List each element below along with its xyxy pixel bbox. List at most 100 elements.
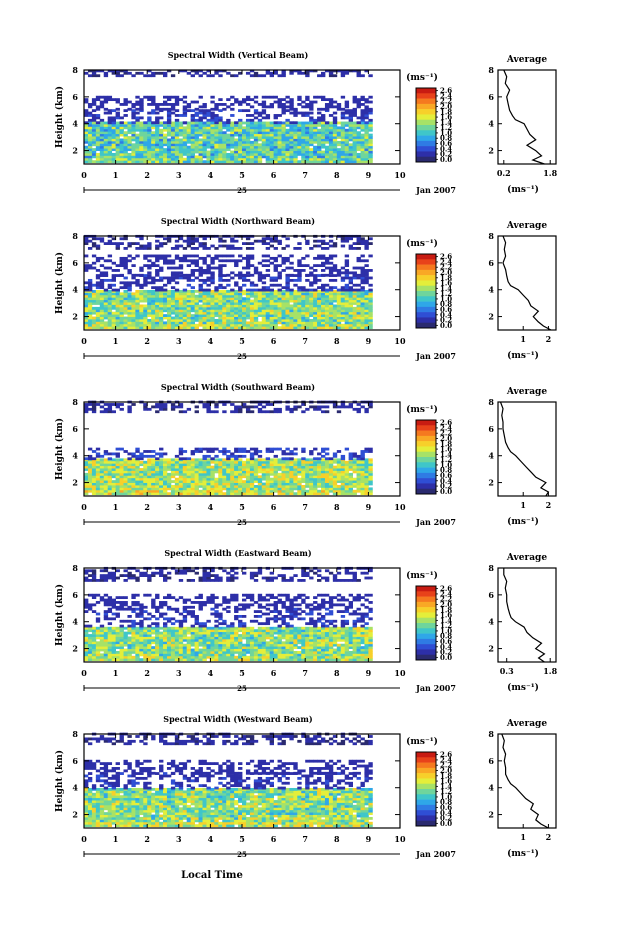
heatmap-cell bbox=[190, 140, 195, 144]
heatmap-cell bbox=[190, 309, 195, 313]
heatmap-cell bbox=[340, 131, 346, 135]
heatmap-cell bbox=[84, 482, 89, 486]
heatmap-cell bbox=[285, 105, 290, 109]
heatmap-cell bbox=[222, 138, 227, 142]
heatmap-cell bbox=[103, 492, 109, 496]
heatmap-cell bbox=[293, 121, 298, 125]
heatmap-cell bbox=[364, 306, 369, 310]
heatmap-cell bbox=[186, 487, 192, 491]
heatmap-cell bbox=[107, 489, 113, 493]
heatmap-cell bbox=[305, 489, 310, 493]
heatmap-cell bbox=[206, 297, 211, 301]
heatmap-cell bbox=[91, 71, 97, 75]
heatmap-cell bbox=[95, 289, 101, 293]
heatmap-cell bbox=[269, 74, 274, 78]
heatmap-cell bbox=[222, 460, 227, 464]
heatmap-cell bbox=[163, 326, 168, 330]
heatmap-cell bbox=[344, 477, 350, 481]
heatmap-cell bbox=[139, 477, 144, 481]
heatmap-cell bbox=[194, 150, 199, 154]
heatmap-cell bbox=[317, 264, 322, 268]
heatmap-cell bbox=[297, 150, 302, 154]
heatmap-cell bbox=[309, 492, 314, 496]
heatmap-cell bbox=[332, 492, 338, 496]
heatmap-cell bbox=[119, 140, 124, 144]
heatmap-cell bbox=[206, 326, 211, 330]
heatmap-cell bbox=[297, 292, 302, 296]
heatmap-cell bbox=[364, 128, 369, 132]
heatmap-cell bbox=[324, 123, 330, 127]
heatmap-cell bbox=[242, 463, 247, 467]
heatmap-cell bbox=[210, 266, 215, 270]
heatmap-cell bbox=[226, 247, 231, 250]
heatmap-cell bbox=[182, 311, 188, 315]
heatmap-cell bbox=[313, 492, 318, 496]
heatmap-cell bbox=[277, 136, 282, 139]
heatmap-cell bbox=[198, 157, 203, 161]
heatmap-cell bbox=[159, 128, 164, 132]
heatmap-cell bbox=[186, 309, 192, 313]
heatmap-cell bbox=[163, 294, 168, 298]
heatmap-cell bbox=[281, 269, 286, 272]
heatmap-cell bbox=[202, 131, 207, 135]
heatmap-cell bbox=[340, 314, 346, 317]
heatmap-cell bbox=[91, 484, 97, 488]
heatmap-cell bbox=[324, 152, 330, 156]
heatmap-cell bbox=[170, 157, 176, 161]
heatmap-cell bbox=[281, 292, 286, 296]
heatmap-cell bbox=[249, 273, 255, 277]
heatmap-cell bbox=[87, 150, 93, 154]
heatmap-cell bbox=[356, 155, 361, 159]
heatmap-cell bbox=[111, 261, 116, 265]
heatmap-cell bbox=[198, 283, 203, 287]
heatmap-cell bbox=[163, 121, 168, 125]
heatmap-cell bbox=[95, 95, 101, 99]
heatmap-cell bbox=[360, 294, 365, 298]
heatmap-cell bbox=[309, 111, 314, 115]
heatmap-cell bbox=[159, 472, 164, 476]
heatmap-cell bbox=[265, 489, 271, 493]
heatmap-cell bbox=[182, 143, 188, 147]
heatmap-cell bbox=[99, 155, 105, 159]
heatmap-cell bbox=[242, 314, 247, 317]
heatmap-cell bbox=[368, 314, 373, 317]
heatmap-cell bbox=[210, 114, 215, 117]
heatmap-cell bbox=[230, 271, 235, 275]
heatmap-cell bbox=[253, 111, 259, 115]
heatmap-cell bbox=[99, 126, 105, 130]
heatmap-cell bbox=[317, 123, 322, 127]
heatmap-cell bbox=[348, 463, 353, 467]
heatmap-cell bbox=[273, 468, 278, 471]
heatmap-cell bbox=[321, 458, 326, 462]
heatmap-cell bbox=[198, 450, 203, 453]
heatmap-cell bbox=[163, 470, 168, 474]
heatmap-cell bbox=[99, 271, 105, 275]
heatmap-cell bbox=[277, 321, 282, 325]
heatmap-cell bbox=[336, 302, 342, 305]
heatmap-cell bbox=[360, 123, 365, 127]
heatmap-cell bbox=[111, 140, 116, 144]
heatmap-cell bbox=[151, 136, 156, 139]
heatmap-cell bbox=[277, 155, 282, 159]
heatmap-cell bbox=[261, 482, 267, 486]
x-tick-label: 7 bbox=[302, 336, 308, 346]
heatmap-cell bbox=[277, 297, 282, 301]
heatmap-cell bbox=[301, 111, 306, 115]
heatmap-cell bbox=[352, 152, 357, 156]
heatmap-cell bbox=[210, 297, 215, 301]
heatmap-cell bbox=[297, 316, 302, 320]
heatmap-cell bbox=[265, 460, 271, 464]
heatmap-cell bbox=[313, 302, 318, 305]
heatmap-cell bbox=[249, 465, 255, 469]
date-month-label: Jan 2007 bbox=[415, 185, 456, 195]
heatmap-cell bbox=[119, 74, 124, 78]
heatmap-cell bbox=[111, 242, 116, 245]
heatmap-cell bbox=[265, 116, 271, 120]
heatmap-cell bbox=[328, 472, 334, 476]
heatmap-cell bbox=[273, 116, 278, 120]
heatmap-cell bbox=[198, 482, 203, 486]
heatmap-cell bbox=[289, 254, 294, 258]
heatmap-cell bbox=[242, 311, 247, 315]
heatmap-cell bbox=[206, 477, 211, 481]
heatmap-cell bbox=[253, 145, 259, 149]
